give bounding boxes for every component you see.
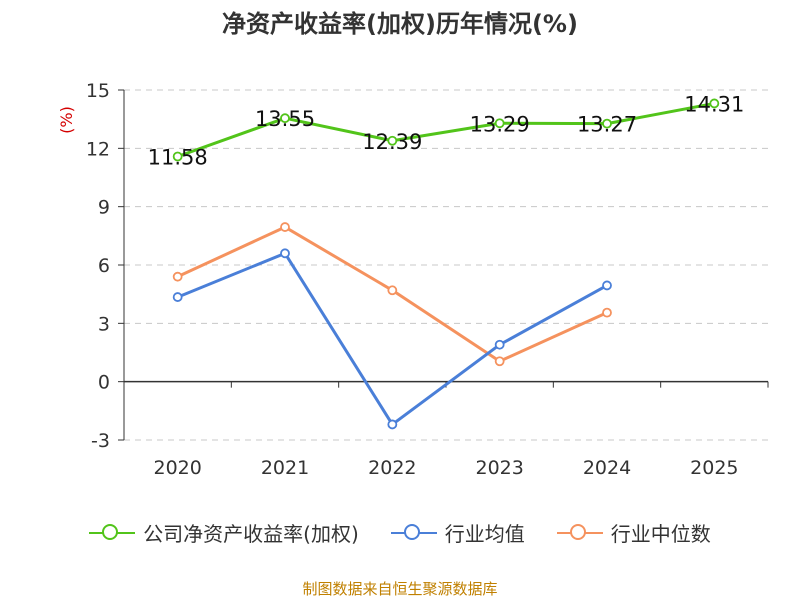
legend-item-industry-median[interactable]: 行业中位数 (556, 518, 711, 547)
y-tick-label--3: -3 (91, 430, 110, 452)
legend-swatch-company (89, 523, 136, 543)
point-0-2024 (602, 118, 612, 129)
x-tick-label-2021: 2021 (261, 457, 309, 479)
y-tick-label-6: 6 (98, 255, 110, 277)
series-line-0 (177, 101, 715, 158)
point-0-2020 (172, 151, 183, 162)
point-2-2023 (494, 356, 505, 367)
x-tick-label-2024: 2024 (583, 457, 631, 479)
point-2-2024 (602, 307, 612, 318)
legend-swatch-industry-median (556, 523, 603, 543)
legend-item-company[interactable]: 公司净资产收益率(加权) (89, 518, 359, 547)
point-2-2020 (172, 271, 183, 282)
legend-label-company: 公司净资产收益率(加权) (143, 522, 359, 546)
point-1-2021 (280, 248, 290, 259)
chart-title: 净资产收益率(加权)历年情况(%) (222, 10, 578, 38)
legend: 公司净资产收益率(加权) 行业均值 行业中位数 (0, 518, 800, 547)
y-tick-label-9: 9 (98, 197, 110, 219)
legend-swatch-industry-mean (390, 523, 437, 543)
legend-item-industry-mean[interactable]: 行业均值 (390, 518, 525, 547)
data-label-2021: 13.55 (255, 107, 315, 131)
point-0-2023 (494, 118, 505, 129)
point-0-2022 (387, 135, 398, 146)
legend-label-industry-median: 行业中位数 (610, 522, 711, 546)
legend-label-industry-mean: 行业均值 (444, 522, 525, 546)
point-0-2025 (709, 98, 720, 109)
y-tick-label-0: 0 (98, 372, 110, 394)
data-label-2024: 13.27 (577, 113, 637, 137)
point-1-2022 (387, 419, 398, 430)
y-tick-label-3: 3 (98, 313, 110, 335)
x-tick-label-2022: 2022 (368, 457, 416, 479)
data-source-note: 制图数据来自恒生聚源数据库 (302, 580, 498, 598)
y-tick-label-15: 15 (86, 80, 110, 102)
series-line-1 (177, 251, 608, 426)
data-label-2025: 14.31 (684, 92, 744, 116)
x-tick-label-2023: 2023 (475, 457, 523, 479)
point-2-2022 (387, 285, 398, 296)
x-tick-label-2025: 2025 (690, 457, 738, 479)
y-tick-label-12: 12 (86, 138, 110, 160)
data-label-2023: 13.29 (470, 112, 530, 136)
data-label-2020: 11.58 (148, 146, 208, 170)
point-1-2023 (494, 339, 505, 350)
point-1-2024 (602, 280, 612, 291)
data-label-2022: 12.39 (362, 130, 422, 154)
x-tick-label-2020: 2020 (153, 457, 201, 479)
point-0-2021 (280, 113, 290, 124)
point-1-2020 (172, 292, 183, 302)
point-2-2021 (280, 222, 290, 232)
